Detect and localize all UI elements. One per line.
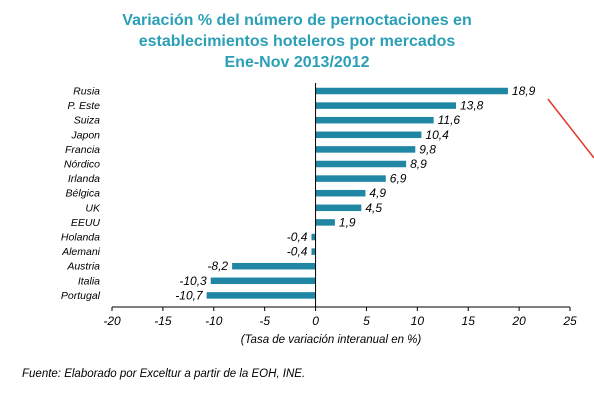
bar: [315, 102, 457, 109]
bar: [315, 146, 416, 153]
data-label: 9,8: [419, 142, 436, 156]
bar: [315, 87, 508, 95]
data-label: -0,4: [287, 245, 308, 259]
data-label: 11,6: [438, 113, 461, 127]
bar: [210, 277, 316, 285]
x-tick-label: 10: [411, 314, 425, 328]
bar: [311, 233, 316, 241]
x-tick-label: -15: [154, 314, 172, 328]
title-line-2: establecimientos hoteleros por mercados: [138, 33, 456, 50]
data-label: 1,9: [339, 215, 356, 229]
data-label: -0,4: [287, 230, 308, 244]
x-tick-label: 5: [363, 314, 370, 328]
x-tick-label: 0: [312, 314, 319, 328]
data-label: 10,4: [425, 128, 449, 142]
bar: [315, 116, 434, 124]
x-tick-label: -20: [103, 314, 121, 328]
category-label: Alemani: [61, 246, 101, 258]
category-label: UK: [85, 202, 101, 214]
category-label: Bélgica: [66, 188, 101, 200]
data-label: 13,8: [460, 99, 484, 113]
data-label: -10,7: [175, 288, 204, 302]
x-tick-label: 20: [511, 314, 526, 328]
data-label: -10,3: [179, 274, 207, 288]
category-label: Austria: [66, 261, 100, 273]
x-tick-label: 25: [562, 314, 577, 328]
x-tick-label: 15: [462, 314, 476, 328]
source-note: Fuente: Elaborado por Exceltur a partir …: [22, 368, 306, 380]
bar: [315, 131, 422, 139]
bar: [311, 248, 316, 255]
bar: [232, 262, 316, 270]
data-label: 6,9: [390, 172, 407, 186]
bar: [315, 189, 366, 197]
category-label: Italia: [78, 275, 100, 287]
bar: [315, 175, 386, 182]
bar: [315, 160, 407, 168]
category-label: P. Este: [68, 100, 101, 112]
category-label: Francia: [65, 144, 100, 156]
x-tick-label: -5: [259, 314, 270, 328]
category-label: Nórdico: [64, 159, 100, 171]
category-label: Holanda: [61, 232, 100, 244]
data-label: 4,9: [369, 186, 386, 200]
category-label: Irlanda: [68, 173, 100, 185]
category-label: Rusia: [73, 86, 100, 98]
data-label: -8,2: [207, 259, 228, 273]
category-label: Japon: [70, 129, 100, 141]
data-label: 18,9: [512, 84, 536, 98]
category-label: Suiza: [74, 115, 100, 127]
data-label: 8,9: [410, 157, 427, 171]
data-label: 4,5: [365, 201, 382, 215]
x-tick-label: -10: [205, 314, 223, 328]
x-axis-title: (Tasa de variación interanual en %): [241, 334, 422, 346]
bar: [315, 219, 335, 226]
chart-title: Variación % del número de pernoctaciones…: [0, 10, 594, 73]
title-line-3: Ene-Nov 2013/2012: [224, 54, 370, 71]
bar: [206, 292, 316, 299]
category-label: Portugal: [61, 290, 101, 302]
annotation-line: [547, 98, 594, 159]
title-line-1: Variación % del número de pernoctaciones…: [122, 12, 472, 29]
bar: [315, 204, 362, 212]
category-label: EEUU: [71, 217, 101, 229]
